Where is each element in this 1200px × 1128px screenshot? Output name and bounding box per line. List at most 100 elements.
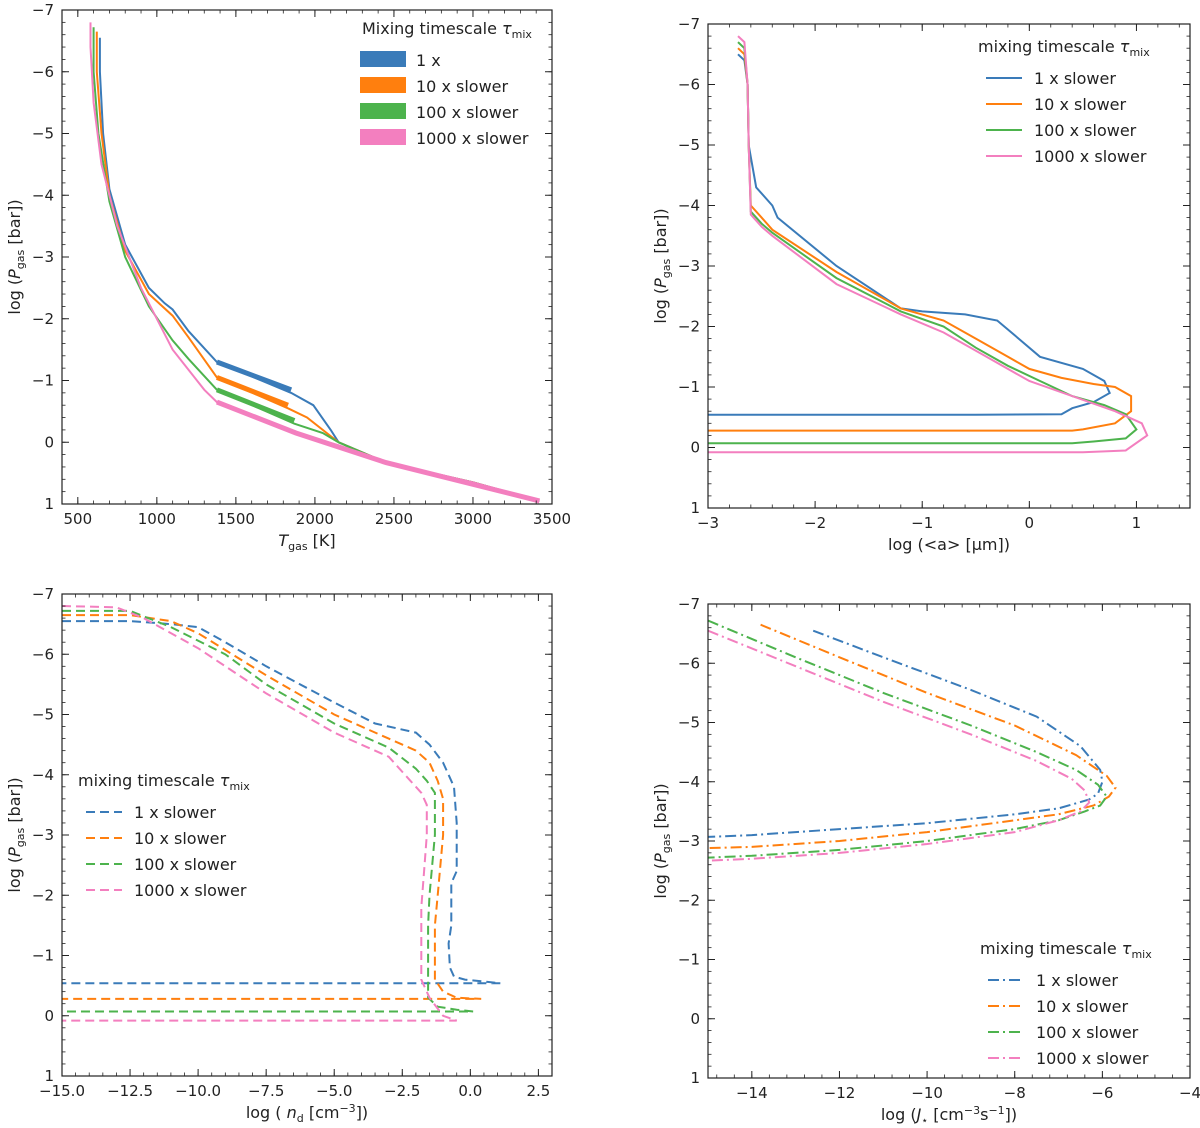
y-tick-label: −3 bbox=[678, 832, 700, 850]
x-tick-label: −6 bbox=[1091, 1084, 1113, 1102]
series-band-2 bbox=[215, 375, 289, 408]
y-tick-label: −1 bbox=[32, 947, 54, 965]
series-line-2 bbox=[62, 614, 482, 1000]
chart-panel-grain-size: −3 −2 −1 0 1 −7 −6 −5 −4 −3 −2 −1 0 1 log (Pgas [bar])… bbox=[651, 15, 1191, 554]
y-tick-label: 1 bbox=[690, 499, 700, 517]
legend-title: mixing timescale τmix bbox=[978, 37, 1150, 59]
x-tick-label: 2000 bbox=[296, 510, 334, 528]
series-band-4 bbox=[215, 399, 541, 504]
y-tick-label: −7 bbox=[678, 15, 700, 33]
series-line-1 bbox=[708, 629, 1104, 838]
x-tick-label: 1000 bbox=[138, 510, 176, 528]
legend: Mixing timescale τmix 1 x 10 x slower 100 x… bbox=[360, 19, 532, 148]
y-tick-label: 0 bbox=[690, 1010, 700, 1028]
legend: mixing timescale τmix 1 x slower 10 x slow… bbox=[78, 771, 250, 900]
y-axis-label: log (Pgas [bar]) bbox=[651, 783, 673, 898]
x-tick-label: 1 bbox=[1132, 514, 1142, 532]
legend: mixing timescale τmix 1 x slower 10 x slow… bbox=[980, 939, 1152, 1068]
x-tick-label: 2.5 bbox=[526, 1082, 550, 1100]
series-band-1 bbox=[216, 359, 293, 393]
y-axis-label: log (Pgas [bar]) bbox=[5, 199, 27, 314]
x-tick-label: 0 bbox=[1025, 514, 1035, 532]
x-tick-label: −3 bbox=[697, 514, 719, 532]
x-tick-label: 1500 bbox=[217, 510, 255, 528]
legend-entry-4: 1000 x slower bbox=[1034, 147, 1147, 166]
chart-panel-number-density: −15.0 −12.5 −10.0 −7.5 −5.0 −2.5 0.0 2.5 −7 −6 −5 −… bbox=[5, 585, 553, 1125]
y-tick-label: −4 bbox=[32, 766, 54, 784]
x-tick-label: −2.5 bbox=[384, 1082, 420, 1100]
legend-entry-2: 10 x slower bbox=[416, 77, 509, 96]
y-tick-label: −3 bbox=[32, 248, 54, 266]
x-axis-label: Tgas [K] bbox=[278, 531, 335, 553]
y-tick-label: −5 bbox=[32, 706, 54, 724]
x-tick-label: −10 bbox=[911, 1084, 943, 1102]
series-line-1 bbox=[62, 620, 501, 985]
y-tick-label: −6 bbox=[32, 63, 54, 81]
y-tick-label: −5 bbox=[32, 125, 54, 143]
y-tick-label: −2 bbox=[678, 318, 700, 336]
y-tick-label: −1 bbox=[678, 951, 700, 969]
chart-panel-tgas: 500 1000 1500 2000 2500 3000 3500 −7 −6 −5 −4 −3 −2 −… bbox=[5, 1, 571, 553]
legend-entry-1: 1 x slower bbox=[134, 803, 216, 822]
x-axis-label: log ( nd [cm−3]) bbox=[246, 1102, 368, 1125]
legend-title: mixing timescale τmix bbox=[980, 939, 1152, 961]
y-tick-label: −4 bbox=[678, 197, 700, 215]
y-tick-label: −2 bbox=[32, 310, 54, 328]
series-line-4 bbox=[62, 605, 458, 1022]
series-line-1 bbox=[708, 53, 1111, 416]
y-tick-label: −6 bbox=[678, 654, 700, 672]
series-line-3 bbox=[92, 27, 540, 502]
x-tick-label: −15.0 bbox=[39, 1082, 85, 1100]
x-tick-label: −2 bbox=[804, 514, 826, 532]
legend-entry-1: 1 x slower bbox=[1034, 69, 1116, 88]
x-tick-label: −4 bbox=[1179, 1084, 1200, 1102]
legend-swatch-3 bbox=[360, 103, 406, 119]
y-axis-label: log (Pgas [bar]) bbox=[651, 208, 673, 323]
series-band-3 bbox=[215, 387, 296, 423]
y-tick-label: 0 bbox=[44, 433, 54, 451]
y-tick-label: 1 bbox=[690, 1069, 700, 1087]
x-tick-label: 0.0 bbox=[458, 1082, 482, 1100]
x-tick-label: −12.5 bbox=[107, 1082, 153, 1100]
y-tick-label: −5 bbox=[678, 136, 700, 154]
y-tick-label: −6 bbox=[32, 645, 54, 663]
y-tick-label: −1 bbox=[678, 378, 700, 396]
x-axis-label: log (J⋆ [cm−3s−1]) bbox=[881, 1104, 1017, 1127]
legend: mixing timescale τmix 1 x slower 10 x slow… bbox=[978, 37, 1150, 166]
x-tick-label: −1 bbox=[911, 514, 933, 532]
y-tick-label: −3 bbox=[32, 826, 54, 844]
y-tick-label: 0 bbox=[690, 439, 700, 457]
legend-entry-3: 100 x slower bbox=[1034, 121, 1137, 140]
y-tick-label: −4 bbox=[678, 773, 700, 791]
y-tick-label: 1 bbox=[44, 1067, 54, 1085]
y-tick-label: −6 bbox=[678, 76, 700, 94]
x-tick-label: 500 bbox=[63, 510, 92, 528]
legend-entry-1: 1 x slower bbox=[1036, 971, 1118, 990]
legend-title: Mixing timescale τmix bbox=[362, 19, 532, 41]
legend-entry-4: 1000 x slower bbox=[134, 881, 247, 900]
x-tick-label: −10.0 bbox=[175, 1082, 221, 1100]
x-tick-label: 3000 bbox=[454, 510, 492, 528]
y-tick-label: −7 bbox=[32, 585, 54, 603]
y-tick-label: −2 bbox=[32, 886, 54, 904]
series-line-4 bbox=[708, 629, 1091, 862]
series-line-4 bbox=[708, 35, 1149, 454]
legend-swatch-4 bbox=[360, 129, 406, 145]
y-axis-label: log (Pgas [bar]) bbox=[5, 777, 27, 892]
legend-title: mixing timescale τmix bbox=[78, 771, 250, 793]
legend-entry-3: 100 x slower bbox=[1036, 1023, 1139, 1042]
x-tick-label: 2500 bbox=[375, 510, 413, 528]
legend-entry-4: 1000 x slower bbox=[1036, 1049, 1149, 1068]
x-tick-label: −5.0 bbox=[316, 1082, 352, 1100]
x-tick-label: −14 bbox=[736, 1084, 768, 1102]
legend-entry-2: 10 x slower bbox=[1036, 997, 1129, 1016]
y-tick-label: −7 bbox=[678, 595, 700, 613]
y-tick-label: −2 bbox=[678, 891, 700, 909]
series-line-3 bbox=[62, 609, 474, 1013]
legend-entry-3: 100 x slower bbox=[416, 103, 519, 122]
x-tick-label: 3500 bbox=[533, 510, 571, 528]
legend-entry-2: 10 x slower bbox=[1034, 95, 1127, 114]
x-tick-label: −8 bbox=[1004, 1084, 1026, 1102]
x-tick-label: −7.5 bbox=[248, 1082, 284, 1100]
